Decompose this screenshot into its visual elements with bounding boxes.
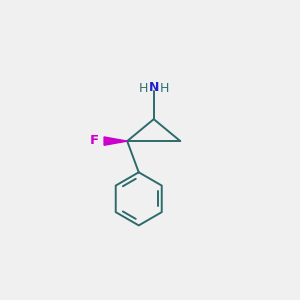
Polygon shape (104, 137, 127, 145)
Text: H: H (139, 82, 148, 95)
Text: N: N (148, 82, 159, 94)
Text: F: F (90, 134, 99, 147)
Text: H: H (160, 82, 169, 95)
